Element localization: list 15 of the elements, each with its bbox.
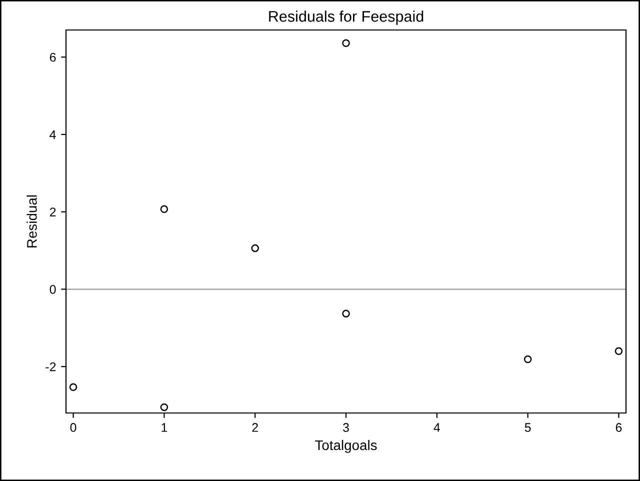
y-tick-label: 4 [50, 130, 56, 139]
x-tick-label: 0 [70, 423, 76, 432]
y-tick-label: 0 [50, 285, 56, 294]
x-tick-label: 2 [252, 423, 258, 432]
x-tick-label: 5 [524, 423, 531, 432]
y-tick-label: -2 [46, 362, 56, 372]
x-tick-label: 4 [434, 423, 440, 432]
y-tick-label: 6 [50, 52, 56, 62]
x-tick-label: 6 [616, 423, 622, 432]
y-tick-label: 2 [50, 208, 56, 216]
x-axis-title: Totalgoals [315, 440, 377, 453]
x-tick-label: 3 [343, 423, 349, 432]
x-tick-label: 1 [162, 423, 168, 432]
chart-title: Residuals for Feespaid [269, 10, 424, 25]
y-axis-title: Residual [26, 195, 37, 248]
